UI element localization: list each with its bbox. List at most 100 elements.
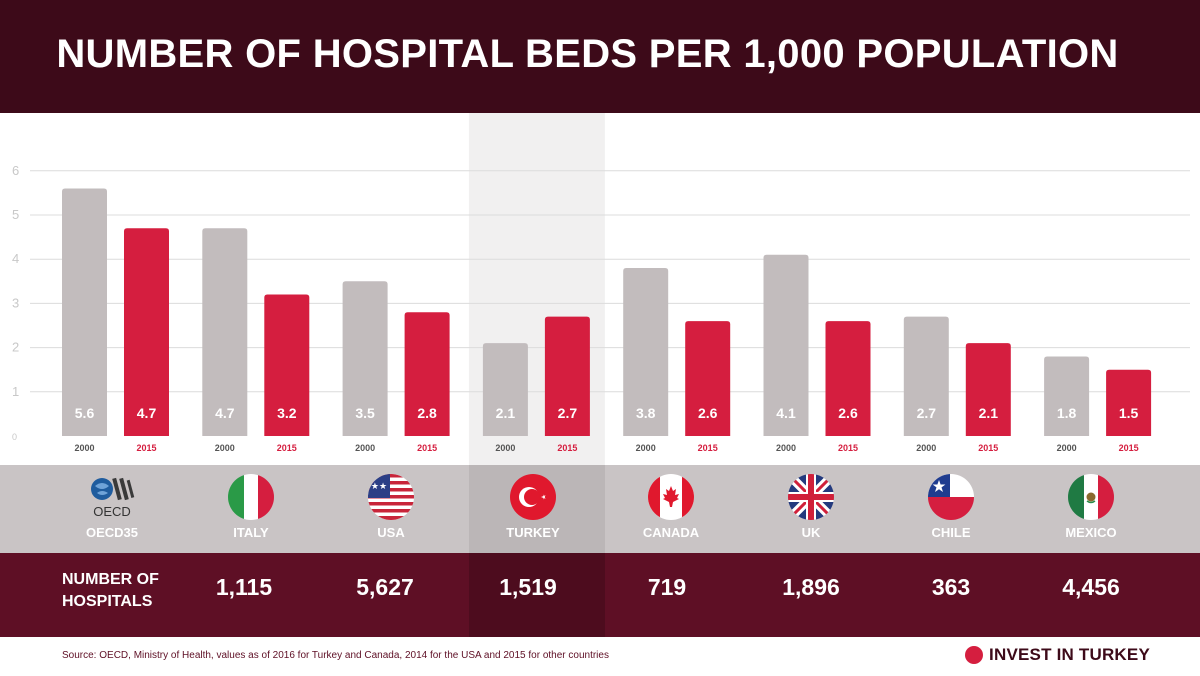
bar-2015-canada (685, 321, 731, 436)
hospitals-label-line1: NUMBER OF (62, 571, 159, 588)
oecd-logo-icon: OECD (89, 474, 135, 520)
hospitals-value-uk: 1,896 (782, 574, 840, 600)
bar-2015-usa (404, 312, 450, 436)
y-tick-label: 2 (12, 340, 19, 355)
x-tick-label: 2015 (1119, 443, 1139, 453)
title-bar: NUMBER OF HOSPITAL BEDS PER 1,000 POPULA… (0, 0, 1200, 113)
x-tick-label: 2015 (277, 443, 297, 453)
bar-2000-oecd35 (62, 188, 107, 436)
bar-value-label: 3.2 (277, 405, 297, 421)
country-name: MEXICO (1065, 525, 1117, 540)
country-uk: UK (751, 474, 871, 540)
x-tick-label: 2000 (355, 443, 375, 453)
bar-value-label: 5.6 (75, 405, 95, 421)
y-tick-label: 3 (12, 295, 19, 310)
x-tick-label: 2015 (557, 443, 577, 453)
bar-value-label: 2.7 (558, 405, 578, 421)
bar-2000-italy (202, 228, 248, 436)
uk-flag-icon (788, 474, 834, 520)
country-name: CANADA (642, 525, 700, 540)
bar-value-label: 4.7 (137, 405, 157, 421)
hospitals-value-mexico: 4,456 (1062, 574, 1120, 600)
hospitals-value-italy: 1,115 (215, 574, 273, 600)
y-tick-label: 0 (12, 432, 17, 442)
x-tick-label: 2000 (74, 443, 94, 453)
bar-chart: 0 1 2 3 4 5 6 5.6 2000 4.7 2015 4.7 2000 3.2 2015 3.5 20… (12, 113, 1190, 465)
turkey-highlight-hospitals (469, 553, 605, 637)
chart-title: NUMBER OF HOSPITAL BEDS PER 1,000 POPULA… (56, 32, 1119, 76)
y-tick-label: 1 (12, 384, 19, 399)
bar-value-label: 1.8 (1057, 405, 1077, 421)
bar-value-label: 3.8 (636, 405, 656, 421)
bar-value-label: 4.7 (215, 405, 235, 421)
footer (0, 637, 1200, 676)
brand-text: INVEST IN TURKEY (989, 645, 1150, 664)
bar-2000-canada (623, 268, 669, 436)
country-italy: ITALY (191, 474, 311, 540)
bar-value-label: 2.8 (417, 405, 437, 421)
bar-2015-turkey (544, 316, 590, 436)
bar-value-label: 2.6 (698, 405, 718, 421)
hospitals-value-usa: 5,627 (356, 574, 414, 600)
x-tick-label: 2000 (495, 443, 515, 453)
hospitals-label: NUMBER OF HOSPITALS (62, 569, 159, 613)
invest-in-turkey-logo-icon (965, 646, 984, 664)
x-tick-label: 2000 (1057, 443, 1077, 453)
oecd-logo-text: OECD (93, 504, 131, 519)
x-tick-label: 2000 (916, 443, 936, 453)
canada-flag-icon (648, 474, 694, 520)
bar-value-label: 3.5 (355, 405, 375, 421)
country-name: ITALY (233, 525, 269, 540)
bar-2000-chile (903, 316, 949, 436)
hospitals-value-canada: 719 (647, 574, 687, 600)
x-tick-label: 2015 (417, 443, 437, 453)
bar-value-label: 1.5 (1119, 405, 1139, 421)
x-tick-label: 2015 (978, 443, 998, 453)
country-usa: ★★ USA (331, 474, 451, 540)
bar-2000-turkey (482, 343, 528, 436)
svg-text:★★: ★★ (371, 482, 387, 492)
bar-value-label: 2.6 (838, 405, 858, 421)
hospitals-value-turkey: 1,519 (499, 574, 557, 600)
chile-flag-icon (928, 474, 974, 520)
country-name: USA (377, 525, 405, 540)
bar-2000-usa (342, 281, 388, 436)
country-name: UK (801, 525, 821, 540)
y-tick-label: 5 (12, 207, 19, 222)
italy-flag-icon (228, 474, 274, 520)
bar-value-label: 4.1 (776, 405, 796, 421)
bar-value-label: 2.7 (917, 405, 937, 421)
country-chile: CHILE (891, 474, 1011, 540)
y-tick-label: 6 (12, 163, 19, 178)
hospitals-label-line2: HOSPITALS (62, 593, 153, 610)
y-tick-label: 4 (12, 251, 19, 266)
source-note: Source: OECD, Ministry of Health, values… (62, 650, 609, 661)
country-name: TURKEY (506, 525, 560, 540)
bar-2015-uk (825, 321, 871, 436)
country-name: CHILE (931, 525, 971, 540)
bar-value-label: 2.1 (979, 405, 999, 421)
country-mexico: MEXICO (1031, 474, 1151, 540)
mexico-flag-icon (1068, 474, 1114, 520)
bar-value-label: 2.1 (496, 405, 516, 421)
bar-2015-oecd35 (124, 228, 169, 436)
x-tick-label: 2000 (215, 443, 235, 453)
turkey-flag-icon (510, 474, 556, 520)
x-tick-label: 2000 (636, 443, 656, 453)
bar-2000-uk (763, 254, 809, 436)
hospitals-value-chile: 363 (931, 574, 971, 600)
country-oecd35: OECD OECD35 (52, 474, 172, 540)
country-name: OECD35 (85, 525, 139, 540)
usa-flag-icon: ★★ (368, 474, 414, 520)
country-canada: CANADA (611, 474, 731, 540)
brand: INVEST IN TURKEY (965, 645, 1150, 665)
x-tick-label: 2000 (776, 443, 796, 453)
x-tick-label: 2015 (136, 443, 156, 453)
bar-2015-italy (264, 294, 310, 436)
x-tick-label: 2015 (838, 443, 858, 453)
country-turkey: TURKEY (473, 474, 593, 540)
bar-2000-mexico (1044, 356, 1090, 436)
bar-2015-chile (965, 343, 1011, 436)
x-tick-label: 2015 (698, 443, 718, 453)
bar-2015-mexico (1106, 369, 1152, 436)
